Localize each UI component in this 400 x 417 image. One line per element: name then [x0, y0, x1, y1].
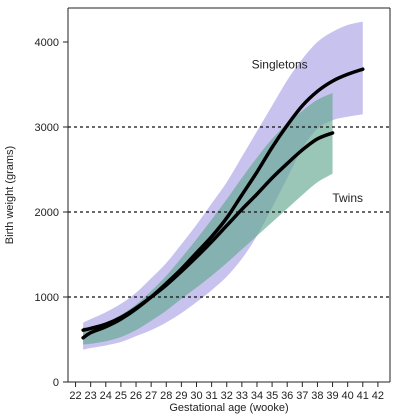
x-tick-label: 30 [190, 390, 202, 402]
x-tick-label: 36 [281, 390, 293, 402]
x-tick-label: 25 [115, 390, 127, 402]
x-tick-label: 33 [236, 390, 248, 402]
x-tick-label: 22 [69, 390, 81, 402]
y-axis-title: Birth weight (grams) [4, 146, 16, 244]
y-tick-label: 0 [53, 377, 59, 389]
x-tick-label: 29 [175, 390, 187, 402]
x-tick-label: 24 [100, 390, 112, 402]
x-tick-label: 31 [205, 390, 217, 402]
x-tick-label: 28 [160, 390, 172, 402]
twins-label: Twins [332, 191, 363, 205]
x-tick-label: 23 [85, 390, 97, 402]
twins-median-line [81, 131, 335, 332]
y-tick-label: 3000 [35, 122, 59, 134]
singletons-label: Singletons [252, 57, 308, 71]
bands-layer [83, 21, 363, 350]
y-tick-label: 2000 [35, 207, 59, 219]
twins-band [83, 93, 333, 345]
y-tick-label: 1000 [35, 292, 59, 304]
annotations-layer: Singletons Twins [252, 57, 363, 204]
x-tick-label: 38 [311, 390, 323, 402]
x-tick-label: 27 [145, 390, 157, 402]
x-tick-label: 34 [251, 390, 263, 402]
x-tick-label: 26 [130, 390, 142, 402]
y-tick-label: 4000 [35, 37, 59, 49]
x-tick-label: 35 [266, 390, 278, 402]
x-tick-label: 37 [296, 390, 308, 402]
x-tick-label: 39 [326, 390, 338, 402]
x-tick-label: 32 [221, 390, 233, 402]
x-tick-label: 41 [357, 390, 369, 402]
median-lines-layer [81, 67, 365, 340]
x-tick-label: 40 [342, 390, 354, 402]
singletons-band [83, 21, 363, 350]
x-axis-title: Gestational age (wooke) [169, 402, 288, 414]
x-tick-label: 42 [372, 390, 384, 402]
